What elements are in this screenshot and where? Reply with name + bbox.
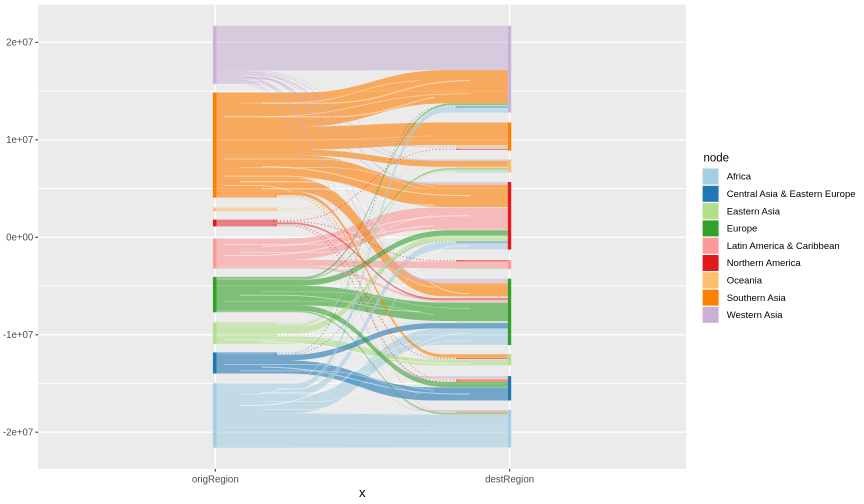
svg-text:Europe: Europe bbox=[727, 224, 758, 235]
svg-text:x: x bbox=[359, 485, 366, 500]
svg-text:0e+00: 0e+00 bbox=[6, 233, 34, 244]
svg-text:Central Asia & Eastern Europe: Central Asia & Eastern Europe bbox=[727, 189, 856, 200]
svg-text:Northern America: Northern America bbox=[727, 258, 802, 269]
svg-text:Western Asia: Western Asia bbox=[727, 310, 784, 321]
svg-text:origRegion: origRegion bbox=[192, 474, 239, 485]
svg-text:-2e+07: -2e+07 bbox=[3, 428, 33, 439]
svg-text:Eastern Asia: Eastern Asia bbox=[727, 206, 781, 217]
svg-text:Africa: Africa bbox=[727, 172, 752, 183]
svg-text:-1e+07: -1e+07 bbox=[3, 330, 33, 341]
svg-text:Southern Asia: Southern Asia bbox=[727, 293, 787, 304]
svg-text:node: node bbox=[704, 153, 730, 165]
svg-text:destRegion: destRegion bbox=[485, 474, 534, 485]
svg-text:Latin America & Caribbean: Latin America & Caribbean bbox=[727, 241, 840, 252]
svg-text:2e+07: 2e+07 bbox=[6, 38, 33, 49]
svg-text:Oceania: Oceania bbox=[727, 276, 763, 287]
svg-text:1e+07: 1e+07 bbox=[6, 135, 33, 146]
